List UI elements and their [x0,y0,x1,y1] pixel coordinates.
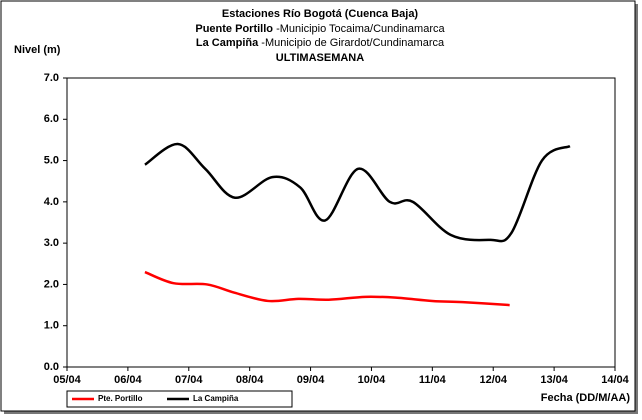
y-axis-label: Nivel (m) [14,44,61,56]
y-tick-label: 3.0 [44,237,59,249]
x-tick-label: 07/04 [175,374,203,386]
station: La Campiña [196,37,259,49]
y-tick-label: 5.0 [44,154,59,166]
y-tick-label: 1.0 [44,320,59,332]
x-tick-label: 06/04 [114,374,142,386]
legend-label: Pte. Portillo [98,394,143,403]
y-tick-label: 6.0 [44,113,59,125]
chart-frame [0,0,636,412]
series-line [144,142,571,243]
period: ULTIMASEMANA [276,52,364,64]
series-line [144,270,510,307]
x-tick-label: 12/04 [479,374,507,386]
y-tick-label: 0.0 [44,361,59,373]
y-tick-label: 4.0 [44,196,59,208]
x-tick-label: 11/04 [419,374,447,386]
x-tick-label: 08/04 [236,374,264,386]
place: -Municipio de Girardot/Cundinamarca [261,37,445,49]
y-tick-label: 7.0 [44,72,59,84]
chart-title: Estaciones Río Bogotá (Cuenca Baja) [222,8,419,20]
x-tick-label: 09/04 [297,374,325,386]
legend-label: La Campiña [193,394,239,403]
subtitle: La Campiña -Municipio de Girardot/Cundin… [196,37,445,49]
y-tick-label: 2.0 [44,278,59,290]
place: -Municipio Tocaima/Cundinamarca [276,23,445,35]
plot-area [66,77,616,368]
x-tick-label: 10/04 [358,374,386,386]
station: Puente Portillo [195,23,273,35]
x-tick-label: 14/04 [601,374,629,386]
x-axis-label: Fecha (DD/M/AA) [541,392,631,404]
x-tick-label: 13/04 [540,374,568,386]
x-tick-label: 05/04 [53,374,81,386]
subtitle: Puente Portillo -Municipio Tocaima/Cundi… [195,23,445,35]
